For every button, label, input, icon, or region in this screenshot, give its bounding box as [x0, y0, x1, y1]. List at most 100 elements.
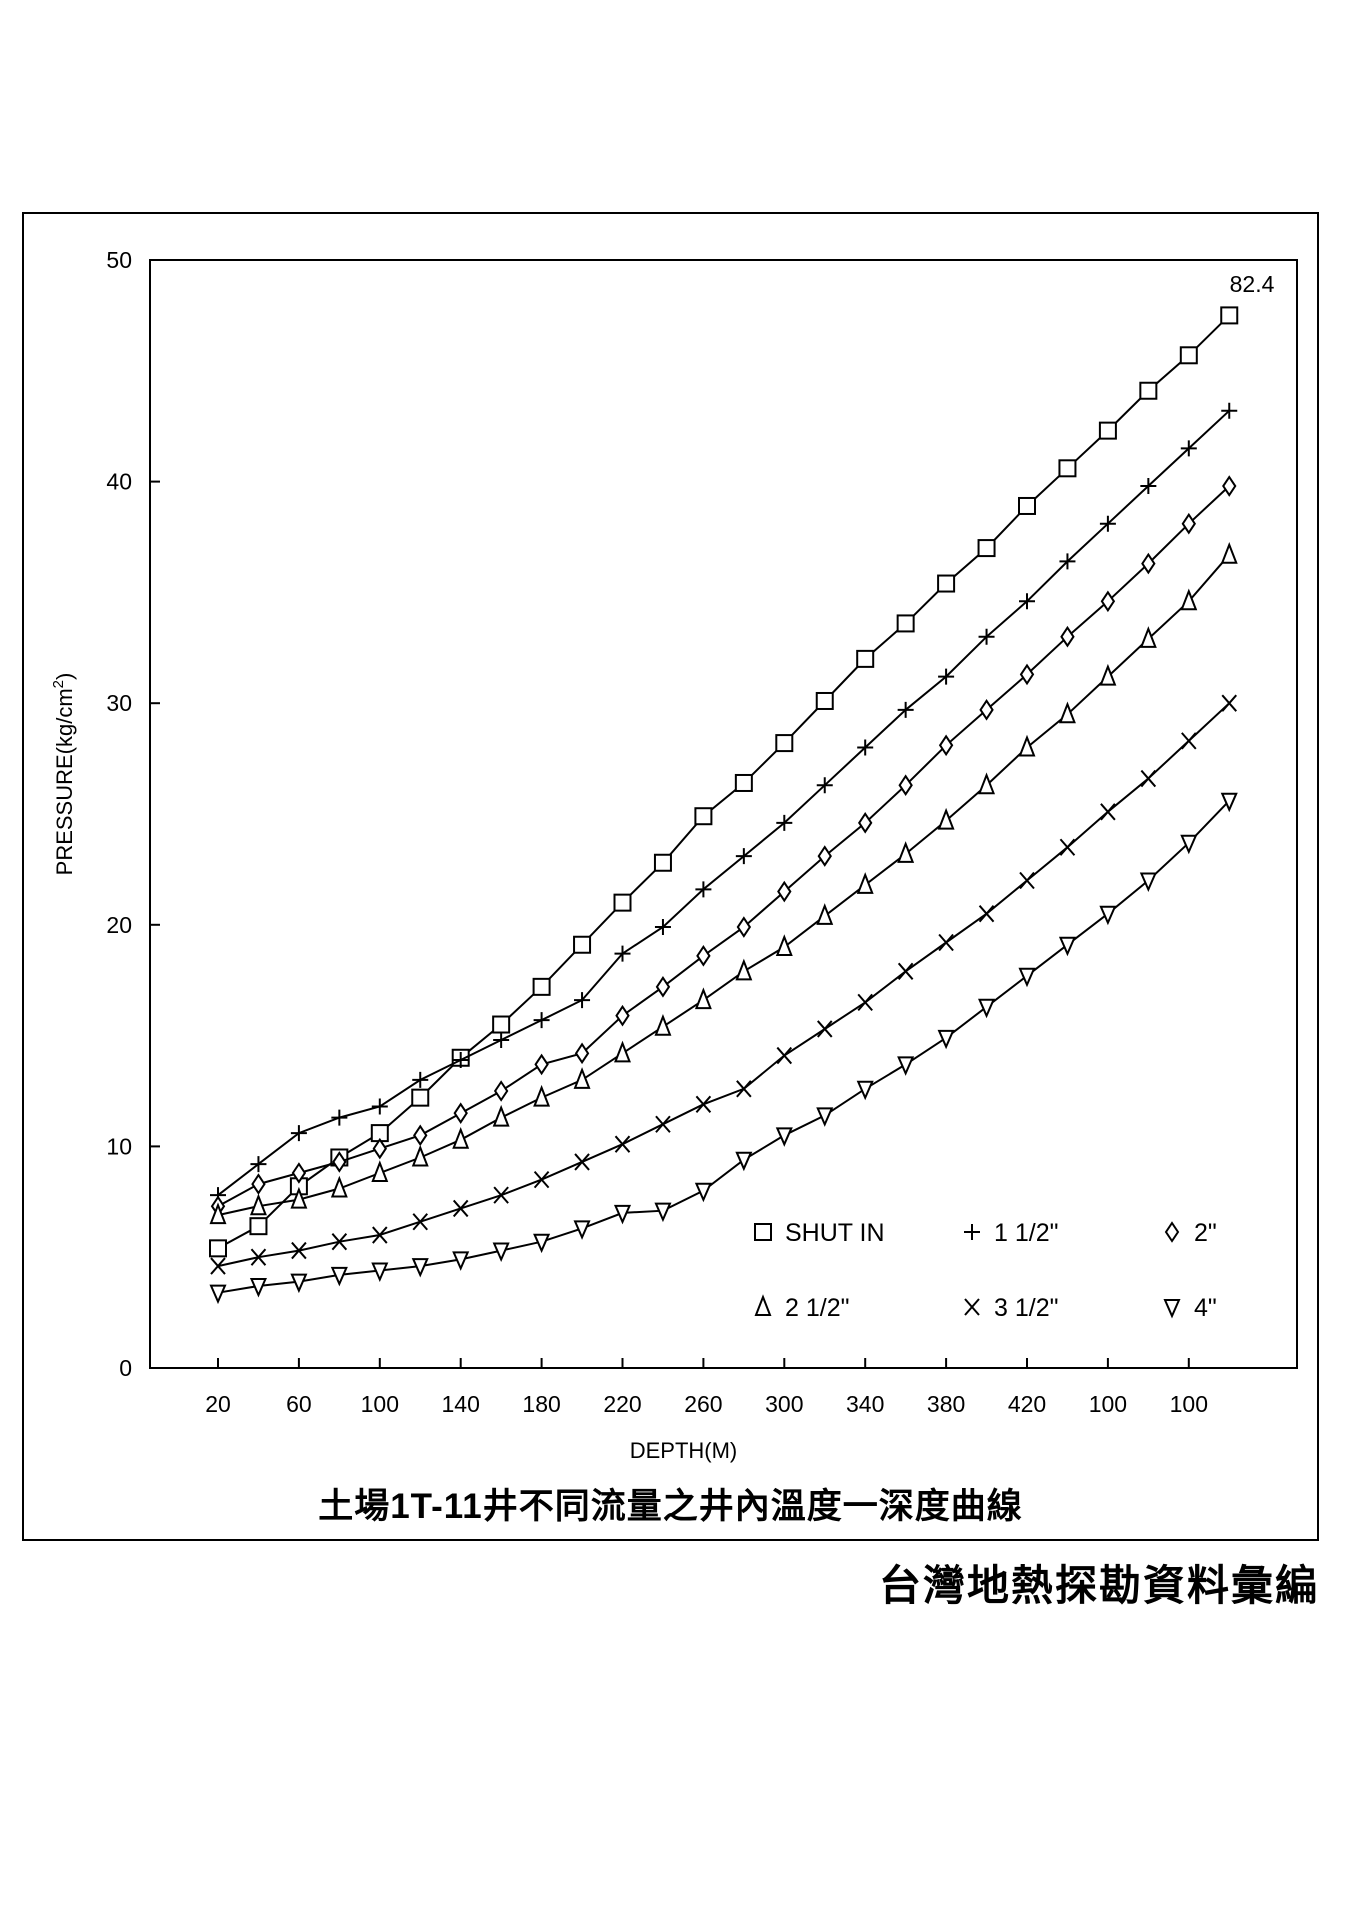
x-tick-label: 100	[1170, 1391, 1208, 1417]
data-point	[857, 739, 874, 756]
series-3	[209, 541, 1238, 1225]
data-point	[937, 1029, 955, 1050]
data-point	[533, 1170, 550, 1189]
data-point	[250, 1156, 267, 1173]
data-point	[574, 992, 591, 1009]
data-point	[857, 812, 873, 834]
data-point	[815, 691, 834, 710]
data-point	[1140, 478, 1157, 495]
data-point	[411, 1088, 430, 1107]
data-point	[573, 935, 592, 954]
data-point	[736, 916, 752, 938]
data-point	[613, 893, 632, 912]
data-point	[1019, 871, 1035, 890]
data-point	[1180, 588, 1198, 611]
x-tick-label: 60	[286, 1391, 312, 1417]
data-point	[694, 1182, 712, 1203]
data-point	[775, 734, 794, 753]
data-point	[493, 1032, 510, 1049]
data-point	[1221, 694, 1238, 712]
data-point	[411, 1144, 429, 1167]
data-point	[1220, 541, 1238, 564]
data-point	[856, 872, 874, 894]
data-point	[533, 1084, 551, 1107]
series-2	[210, 475, 1237, 1218]
data-point	[696, 945, 711, 967]
data-point	[372, 1226, 388, 1244]
data-point	[1059, 838, 1076, 856]
legend: SHUT IN 1 1/2" 2" 2 1/2" 3 1/2" 4"	[754, 1219, 1217, 1322]
x-tick-label: 420	[1008, 1391, 1046, 1417]
data-point	[573, 1067, 591, 1089]
data-point	[291, 1162, 307, 1184]
data-point	[695, 1095, 712, 1113]
x-tick-label: 180	[522, 1391, 560, 1417]
data-point	[1099, 515, 1116, 532]
y-tick-label: 10	[106, 1133, 132, 1159]
data-point	[493, 1080, 509, 1102]
data-point	[411, 1258, 429, 1278]
y-axis-label: PRESSURE(kg/cm2)	[50, 673, 77, 876]
legend-label: 1 1/2"	[994, 1219, 1058, 1247]
series-line	[217, 409, 1230, 1196]
series-5	[209, 792, 1238, 1305]
y-tick-label: 30	[106, 690, 132, 716]
data-point	[209, 1284, 227, 1305]
data-point	[734, 773, 753, 792]
data-point	[1180, 834, 1198, 855]
data-point	[209, 1202, 227, 1225]
data-point	[249, 1193, 267, 1216]
data-point	[694, 987, 712, 1010]
data-point	[493, 1186, 509, 1204]
data-point	[412, 1071, 429, 1088]
legend-label: SHUT IN	[785, 1219, 885, 1247]
data-point	[937, 574, 956, 593]
data-point	[1222, 475, 1237, 497]
data-point	[977, 539, 996, 558]
data-point	[776, 814, 793, 831]
data-point	[1181, 732, 1197, 750]
data-point	[1180, 440, 1197, 457]
data-point	[978, 998, 996, 1019]
data-point	[1060, 625, 1075, 648]
data-point	[735, 958, 753, 981]
legend-label: 4"	[1194, 1294, 1217, 1322]
data-point	[777, 880, 792, 903]
data-point	[332, 1151, 347, 1173]
data-point	[655, 976, 671, 998]
data-point	[1059, 553, 1076, 570]
data-point	[1099, 663, 1117, 686]
data-point	[735, 848, 752, 865]
data-point	[898, 774, 913, 796]
data-point	[1100, 803, 1116, 821]
data-point	[615, 1004, 630, 1027]
data-point	[1139, 381, 1158, 400]
data-point	[1140, 769, 1157, 788]
legend-marker	[964, 1224, 980, 1240]
data-point	[1220, 306, 1239, 325]
data-point	[979, 699, 994, 721]
data-point	[1099, 905, 1117, 926]
data-point	[694, 807, 713, 826]
data-point	[532, 977, 551, 996]
data-point	[492, 1015, 511, 1034]
data-point	[291, 1241, 307, 1260]
series-line	[217, 485, 1230, 1208]
data-point	[897, 841, 915, 863]
data-point	[534, 1053, 549, 1076]
data-point	[653, 853, 672, 872]
data-point	[1141, 552, 1156, 575]
x-tick-label: 140	[442, 1391, 480, 1417]
y-tick-label: 20	[106, 912, 132, 938]
data-point	[816, 903, 834, 925]
data-point	[736, 1080, 752, 1098]
annotation-label: 82.4	[1230, 271, 1275, 297]
data-point	[938, 734, 954, 757]
data-point	[1018, 496, 1036, 515]
x-tick-label: 100	[1089, 1391, 1127, 1417]
data-point	[613, 1204, 632, 1225]
data-point	[614, 1135, 631, 1153]
data-point	[330, 1266, 348, 1287]
data-point	[816, 777, 833, 794]
